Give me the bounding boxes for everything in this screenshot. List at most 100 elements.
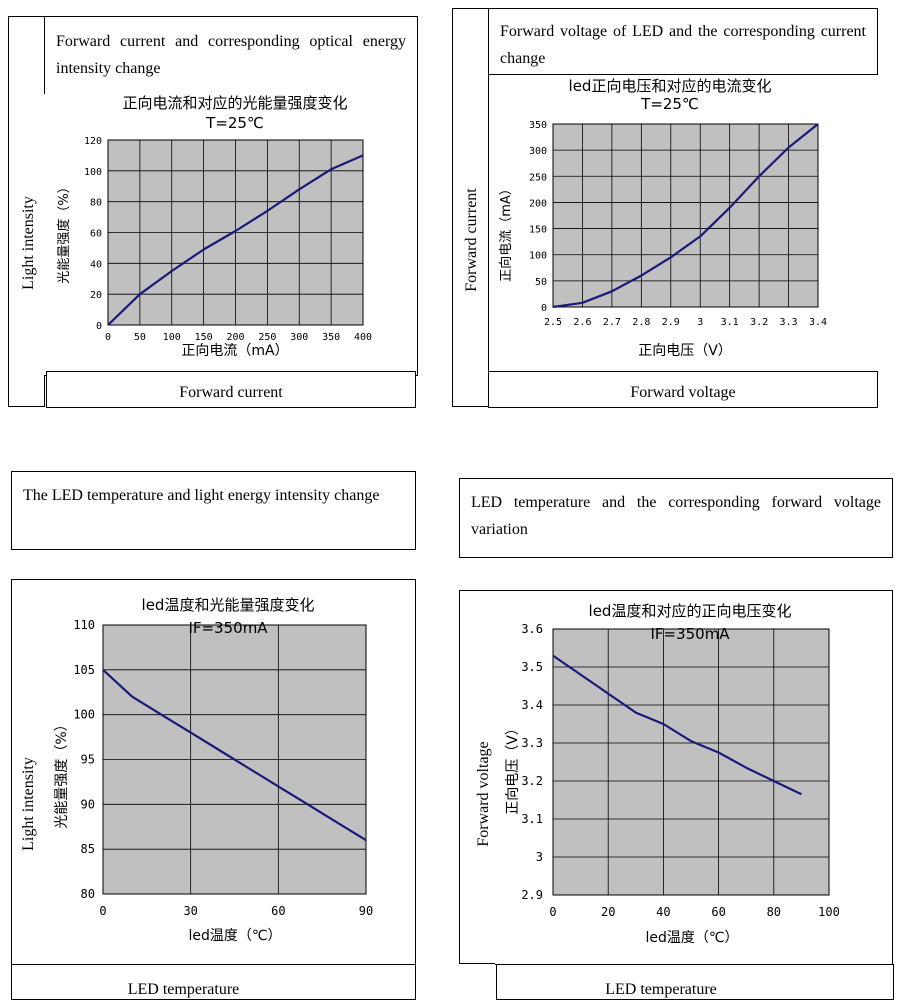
x-tick-label: 50 bbox=[134, 332, 146, 343]
x-tick-label: 0 bbox=[105, 332, 111, 343]
chart-title: led温度和光能量强度变化 bbox=[142, 596, 315, 614]
p3-xcaption-box bbox=[11, 964, 416, 1000]
y-tick-label: 60 bbox=[90, 229, 102, 240]
y-axis-label: 光能量强度（%） bbox=[56, 180, 72, 283]
chart-title: led温度和对应的正向电压变化 bbox=[589, 602, 792, 620]
y-tick-label: 0 bbox=[96, 321, 102, 332]
x-axis-label: 正向电流（mA） bbox=[181, 343, 288, 359]
y-tick-label: 80 bbox=[81, 887, 95, 901]
plot-area bbox=[552, 123, 819, 308]
y-tick-label: 40 bbox=[90, 259, 102, 270]
y-tick-label: 3.3 bbox=[521, 736, 543, 750]
x-tick-label: 0 bbox=[99, 904, 106, 918]
p3-x-caption: LED temperature bbox=[127, 981, 240, 998]
y-tick-label: 50 bbox=[535, 277, 547, 288]
p1-ycaption-frame bbox=[8, 16, 45, 407]
y-tick-label: 3.4 bbox=[521, 698, 543, 712]
y-tick-label: 0 bbox=[541, 303, 547, 314]
y-tick-label: 300 bbox=[529, 146, 547, 157]
y-axis-label: 正向电流（mA） bbox=[498, 182, 514, 282]
x-tick-label: 40 bbox=[656, 905, 670, 919]
chart-subtitle: IF=350mA bbox=[650, 625, 730, 643]
p2-ycaption-frame bbox=[452, 8, 489, 407]
p2-caption: Forward voltage of LED and the correspon… bbox=[500, 23, 866, 67]
p3-ycaption-frame bbox=[11, 579, 48, 965]
y-tick-label: 85 bbox=[81, 842, 95, 856]
plot-area bbox=[552, 628, 830, 896]
p4-caption-box bbox=[459, 478, 893, 558]
x-tick-label: 150 bbox=[195, 332, 213, 343]
p3-caption-box bbox=[11, 471, 416, 550]
x-tick-label: 2.7 bbox=[603, 317, 621, 328]
p1-caption-box bbox=[44, 16, 418, 95]
p4-x-caption: LED temperature bbox=[605, 981, 717, 998]
y-tick-label: 200 bbox=[529, 198, 547, 209]
y-tick-label: 100 bbox=[84, 167, 102, 178]
x-tick-label: 90 bbox=[359, 904, 373, 918]
x-tick-label: 2.5 bbox=[544, 317, 562, 328]
p2-x-caption: Forward voltage bbox=[630, 384, 736, 401]
y-tick-label: 250 bbox=[529, 172, 547, 183]
x-tick-label: 20 bbox=[601, 905, 615, 919]
x-tick-label: 2.6 bbox=[573, 317, 591, 328]
x-tick-label: 100 bbox=[818, 905, 840, 919]
y-tick-label: 3.2 bbox=[521, 774, 543, 788]
series-line bbox=[107, 154, 364, 326]
y-tick-label: 3.6 bbox=[521, 622, 543, 636]
y-tick-label: 100 bbox=[73, 708, 95, 722]
x-tick-label: 3.1 bbox=[721, 317, 739, 328]
y-tick-label: 80 bbox=[90, 198, 102, 209]
x-tick-label: 100 bbox=[163, 332, 181, 343]
x-tick-label: 3.2 bbox=[750, 317, 768, 328]
y-tick-label: 95 bbox=[81, 753, 95, 767]
series-line bbox=[552, 123, 819, 309]
chart-subtitle: IF=350mA bbox=[188, 619, 268, 637]
x-axis-label: 正向电压（V） bbox=[638, 343, 732, 359]
series-line bbox=[552, 654, 802, 796]
y-tick-label: 90 bbox=[81, 797, 95, 811]
y-tick-label: 110 bbox=[73, 618, 95, 632]
chart-subtitle: T=25℃ bbox=[640, 95, 699, 113]
p4-xcaption-box bbox=[496, 964, 894, 1000]
y-tick-label: 150 bbox=[529, 225, 547, 236]
x-tick-label: 0 bbox=[549, 905, 556, 919]
series-line bbox=[102, 668, 367, 842]
x-tick-label: 3 bbox=[697, 317, 703, 328]
x-tick-label: 250 bbox=[258, 332, 276, 343]
y-tick-label: 105 bbox=[73, 663, 95, 677]
chart-title: 正向电流和对应的光能量强度变化 bbox=[122, 94, 347, 112]
p4-caption: LED temperature and the corresponding fo… bbox=[471, 494, 881, 538]
x-axis-label: led温度（℃） bbox=[188, 928, 281, 944]
chart-subtitle: T=25℃ bbox=[205, 114, 264, 132]
chart-title: led正向电压和对应的电流变化 bbox=[569, 77, 772, 95]
y-axis-label: 正向电压（V） bbox=[505, 721, 521, 815]
y-tick-label: 120 bbox=[84, 136, 102, 147]
y-tick-label: 3.5 bbox=[521, 660, 543, 674]
y-tick-label: 3 bbox=[536, 850, 543, 864]
y-tick-label: 3.1 bbox=[521, 812, 543, 826]
x-tick-label: 60 bbox=[711, 905, 725, 919]
x-tick-label: 350 bbox=[322, 332, 340, 343]
y-axis-label: 光能量强度（%） bbox=[54, 717, 70, 828]
x-tick-label: 2.8 bbox=[632, 317, 650, 328]
p2-xcaption-box bbox=[488, 371, 878, 408]
x-tick-label: 3.4 bbox=[809, 317, 827, 328]
x-tick-label: 400 bbox=[354, 332, 372, 343]
x-tick-label: 80 bbox=[767, 905, 781, 919]
p1-caption: Forward current and corresponding optica… bbox=[56, 33, 406, 77]
x-tick-label: 3.3 bbox=[780, 317, 798, 328]
p1-x-caption: Forward current bbox=[179, 384, 283, 401]
x-tick-label: 200 bbox=[226, 332, 244, 343]
x-tick-label: 300 bbox=[290, 332, 308, 343]
p2-caption-box bbox=[488, 8, 878, 75]
y-tick-label: 100 bbox=[529, 251, 547, 262]
y-tick-label: 20 bbox=[90, 290, 102, 301]
y-tick-label: 2.9 bbox=[521, 888, 543, 902]
x-tick-label: 30 bbox=[183, 904, 197, 918]
p1-xcaption-box bbox=[46, 371, 416, 408]
p3-caption: The LED temperature and light energy int… bbox=[23, 487, 380, 504]
